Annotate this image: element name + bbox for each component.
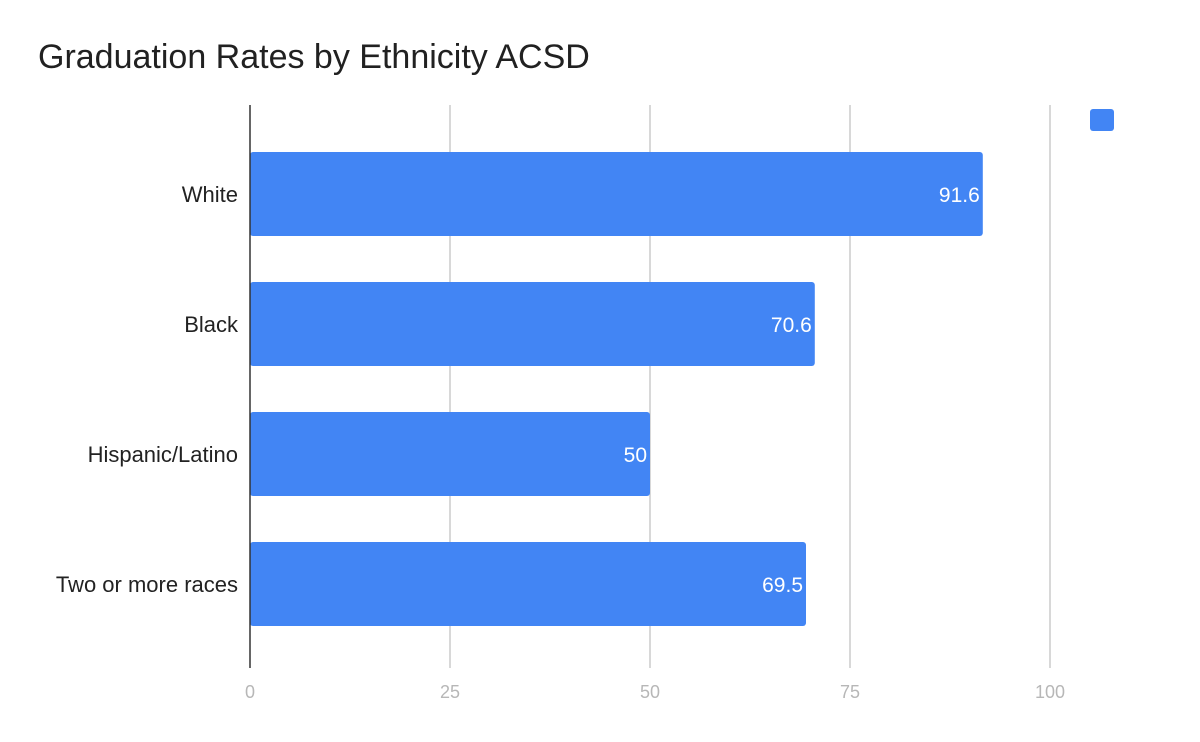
data-label: 70.6 bbox=[771, 314, 812, 337]
x-tick-label: 50 bbox=[640, 682, 660, 702]
bar-white bbox=[250, 152, 983, 236]
legend-swatch bbox=[1090, 109, 1114, 131]
x-tick-label: 75 bbox=[840, 682, 860, 702]
data-label: 69.5 bbox=[762, 574, 803, 597]
bar-hispanic-latino bbox=[250, 412, 650, 496]
labels: 0 25 50 75 100 91.6 White 70.6 Black 50 Hispanic/L… bbox=[56, 182, 1065, 702]
bars bbox=[250, 152, 983, 626]
x-tick-label: 100 bbox=[1035, 682, 1065, 702]
data-label: 91.6 bbox=[939, 184, 980, 207]
category-label: Hispanic/Latino bbox=[88, 442, 238, 467]
category-label: Black bbox=[184, 312, 239, 337]
x-tick-label: 25 bbox=[440, 682, 460, 702]
x-tick-label: 0 bbox=[245, 682, 255, 702]
bar-black bbox=[250, 282, 815, 366]
category-label: Two or more races bbox=[56, 572, 238, 597]
chart-title: Graduation Rates by Ethnicity ACSD bbox=[38, 38, 590, 76]
category-label: White bbox=[182, 182, 238, 207]
bar-two-or-more-races bbox=[250, 542, 806, 626]
data-label: 50 bbox=[624, 444, 647, 467]
